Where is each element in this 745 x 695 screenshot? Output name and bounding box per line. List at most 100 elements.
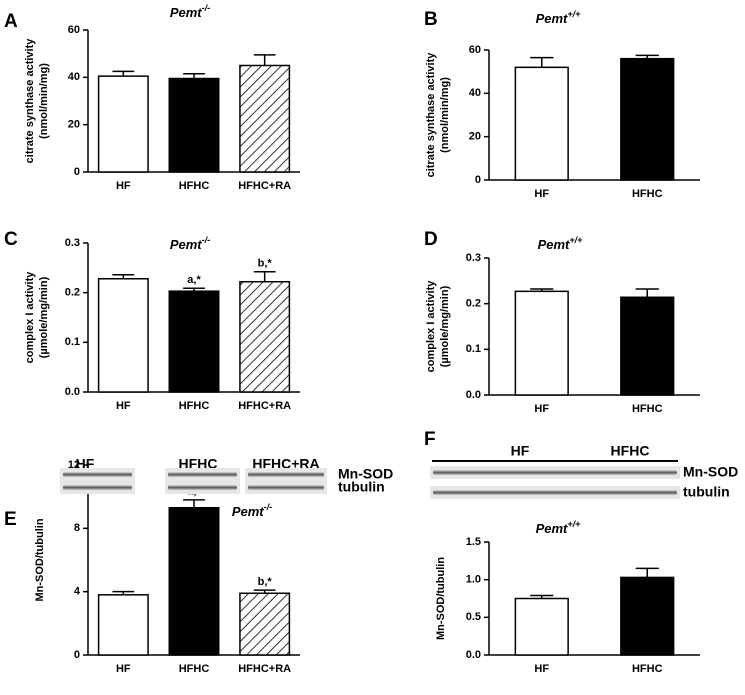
bar <box>168 290 220 393</box>
y-axis-label: Mn-SOD/tubulin <box>34 518 46 601</box>
blot-band-label: Mn-SOD <box>683 464 738 480</box>
panel-letter: D <box>424 229 438 250</box>
title-superscript: +/+ <box>567 9 581 19</box>
y-axis-label: citrate synthase activity <box>425 52 437 178</box>
blot-lane-label: HFHC <box>179 456 218 472</box>
x-tick-label: HFHC <box>632 403 663 415</box>
blot-band <box>63 485 132 490</box>
blot-lane-label: HF <box>511 443 530 459</box>
y-tick-label: 0.0 <box>65 386 80 398</box>
title-superscript: -/- <box>202 235 211 245</box>
annotation: b,* <box>258 258 273 270</box>
blot-lane-label: HF <box>76 456 95 472</box>
title-text: Pemt <box>536 11 568 26</box>
title-text: Pemt <box>538 237 570 252</box>
bar <box>239 592 291 656</box>
y-tick-label: 0.1 <box>65 336 80 348</box>
x-tick-label: HF <box>534 403 549 415</box>
bar <box>97 75 149 173</box>
y-axis-label: citrate synthase activity <box>24 38 36 164</box>
title-superscript: -/- <box>264 502 273 512</box>
y-tick-label: 4 <box>74 586 81 598</box>
y-tick-label: 0 <box>74 649 80 661</box>
y-tick-label: 40 <box>68 71 80 83</box>
y-axis-label: (µmole/mg/min) <box>439 285 451 367</box>
y-tick-label: 1.5 <box>466 536 481 548</box>
x-tick-label: HF <box>116 663 131 675</box>
panel-letter: A <box>4 11 18 32</box>
title-text: Pemt <box>232 504 264 519</box>
y-axis-label: (µmole/mg/min) <box>38 276 50 358</box>
x-tick-label: HFHC <box>179 663 210 675</box>
y-tick-label: 0 <box>475 174 481 186</box>
bar <box>168 77 220 173</box>
title-superscript: +/+ <box>567 519 581 529</box>
blot-band <box>433 490 677 495</box>
y-tick-label: 0.2 <box>65 287 80 299</box>
blot-band <box>168 472 237 477</box>
blot-band-label: tubulin <box>683 484 730 500</box>
chart-title: Pemt+/+ <box>536 9 582 26</box>
x-tick-label: HFHC <box>179 180 210 192</box>
bar <box>514 290 569 396</box>
chart-title: Pemt-/- <box>170 3 210 20</box>
x-tick-label: HF <box>116 400 131 412</box>
bar <box>514 66 569 181</box>
bar <box>620 296 675 396</box>
title-superscript: +/+ <box>569 235 583 245</box>
chart-title: Pemt+/+ <box>536 519 582 536</box>
panel-letter: E <box>4 509 17 530</box>
x-tick-label: HF <box>116 180 131 192</box>
y-tick-label: 0 <box>74 166 80 178</box>
x-tick-label: HF <box>534 663 549 675</box>
title-text: Pemt <box>170 237 202 252</box>
x-tick-label: HF <box>534 188 549 200</box>
x-tick-label: HFHC <box>179 400 210 412</box>
y-tick-label: 8 <box>74 522 80 534</box>
panel-letter: C <box>4 229 18 250</box>
title-text: Pemt <box>536 521 568 536</box>
title-superscript: -/- <box>202 3 211 13</box>
bar <box>620 576 675 656</box>
bar <box>239 280 291 393</box>
y-tick-label: 60 <box>469 44 481 56</box>
y-axis-label: (nmol/min/mg) <box>439 77 451 153</box>
blot-band <box>63 472 132 477</box>
y-axis-label: complex I activity <box>425 280 437 373</box>
blot-band <box>248 472 324 477</box>
x-tick-label: HFHC+RA <box>238 180 291 192</box>
y-axis-label: Mn-SOD/tubulin <box>435 557 447 640</box>
annotation: a,* <box>187 274 201 286</box>
blot-band-label: Mn-SOD <box>338 466 393 482</box>
y-tick-label: 0.0 <box>466 389 481 401</box>
panel-letter: B <box>424 9 438 30</box>
chart-title: Pemt-/- <box>232 502 272 519</box>
blot-band <box>168 485 237 490</box>
blot-band-label: tubulin <box>338 479 385 495</box>
bar <box>97 594 149 656</box>
y-tick-label: 0.5 <box>466 611 481 623</box>
y-tick-label: 60 <box>68 24 80 36</box>
title-text: Pemt <box>170 5 202 20</box>
bar <box>97 278 149 393</box>
y-axis-label: (nmol/min/mg) <box>38 63 50 139</box>
chart-title: Pemt+/+ <box>538 235 584 252</box>
y-tick-label: 0.1 <box>466 343 481 355</box>
y-tick-label: 0.2 <box>466 298 481 310</box>
bar <box>168 507 220 656</box>
x-tick-label: HFHC+RA <box>238 400 291 412</box>
y-axis-label: complex I activity <box>24 271 36 364</box>
y-tick-label: 0.3 <box>65 237 80 249</box>
y-tick-label: 1.0 <box>466 574 481 586</box>
y-tick-label: 0.0 <box>466 649 481 661</box>
bar <box>239 64 291 173</box>
blot-band <box>433 470 677 475</box>
bar <box>514 597 569 656</box>
panel-letter: F <box>424 429 436 450</box>
y-tick-label: 0.3 <box>466 252 481 264</box>
x-tick-label: HFHC <box>632 188 663 200</box>
blot-band <box>248 485 324 490</box>
y-tick-label: 40 <box>469 87 481 99</box>
x-tick-label: HFHC <box>632 663 663 675</box>
x-tick-label: HFHC+RA <box>238 663 291 675</box>
